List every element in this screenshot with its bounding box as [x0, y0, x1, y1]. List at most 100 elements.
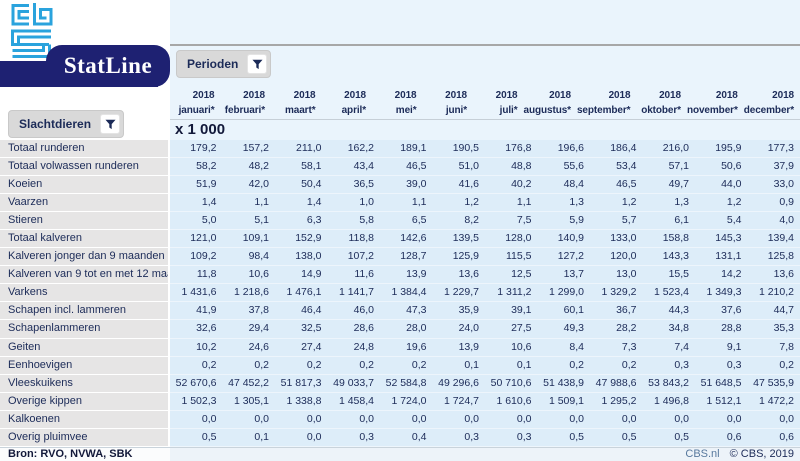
table-cell: 51 438,9 [537, 374, 590, 393]
table-cell: 41,9 [170, 302, 223, 321]
cbs-site-link[interactable]: CBS.nl [685, 448, 720, 460]
table-cell: 0,2 [222, 356, 275, 375]
table-cell: 47 988,6 [590, 374, 643, 393]
table-cell: 1 472,2 [747, 392, 800, 411]
table-cell: 5,8 [327, 212, 380, 231]
table-cell: 10,6 [222, 266, 275, 285]
table-cell: 0,1 [222, 428, 275, 447]
table-cell: 0,2 [380, 356, 433, 375]
table-cell: 0,2 [327, 356, 380, 375]
table-cell: 1 523,4 [642, 284, 695, 303]
table-cell: 125,8 [747, 248, 800, 267]
table-cell: 39,0 [380, 176, 433, 195]
table-cell: 52 670,6 [170, 374, 223, 393]
table-cell: 1 384,4 [380, 284, 433, 303]
filter-funnel-icon [252, 59, 263, 69]
table-cell: 1 724,7 [432, 392, 485, 411]
row-label: Varkens [0, 284, 170, 303]
table-cell: 51,9 [170, 176, 223, 195]
table-cell: 51 817,3 [275, 374, 328, 393]
unit-label: x 1 000 [175, 121, 226, 138]
table-cell: 5,4 [695, 212, 748, 231]
row-label: Koeien [0, 176, 170, 195]
table-cell: 1,1 [485, 194, 538, 213]
column-header-april: 2018 april* [341, 90, 367, 116]
slachtdieren-filter-iconbox[interactable] [100, 114, 121, 134]
cbs-logo-icon [11, 3, 53, 58]
table-cell: 13,6 [747, 266, 800, 285]
table-cell: 37,9 [747, 158, 800, 177]
table-cell: 143,3 [642, 248, 695, 267]
perioden-label: Perioden [187, 57, 239, 71]
column-header-maart: 2018 maart* [284, 90, 316, 116]
table-cell: 1 210,2 [747, 284, 800, 303]
table-cell: 34,8 [642, 320, 695, 339]
table-cell: 46,5 [380, 158, 433, 177]
table-cell: 24,6 [222, 338, 275, 357]
column-header-rule [170, 119, 800, 120]
table-cell: 1 476,1 [275, 284, 328, 303]
table-cell: 8,2 [432, 212, 485, 231]
table-cell: 98,4 [222, 248, 275, 267]
copyright-text: © CBS, 2019 [729, 448, 794, 460]
perioden-filter-button[interactable]: Perioden [176, 50, 272, 78]
table-cell: 48,8 [485, 158, 538, 177]
row-label: Totaal kalveren [0, 230, 170, 249]
table-cell: 0,2 [747, 356, 800, 375]
table-cell: 138,0 [275, 248, 328, 267]
table-cell: 1 311,2 [485, 284, 538, 303]
table-cell: 0,0 [590, 410, 643, 429]
table-cell: 125,9 [432, 248, 485, 267]
table-cell: 118,8 [327, 230, 380, 249]
row-label: Totaal runderen [0, 140, 170, 159]
table-cell: 6,3 [275, 212, 328, 231]
table-cell: 1 724,0 [380, 392, 433, 411]
table-cell: 1 512,1 [695, 392, 748, 411]
table-cell: 14,2 [695, 266, 748, 285]
table-cell: 1 458,4 [327, 392, 380, 411]
row-label: Stieren [0, 212, 170, 231]
table-cell: 142,6 [380, 230, 433, 249]
table-cell: 0,0 [695, 410, 748, 429]
table-cell: 0,3 [642, 356, 695, 375]
slachtdieren-filter-button[interactable]: Slachtdieren [8, 110, 125, 138]
table-cell: 37,8 [222, 302, 275, 321]
column-headers: 2018 januari* 2018 februari* 2018 maart* 2018 a… [170, 88, 800, 118]
column-header-augustus: 2018 augustus* [523, 90, 572, 116]
perioden-filter-iconbox[interactable] [247, 54, 268, 74]
table-cell: 19,6 [380, 338, 433, 357]
table-cell: 216,0 [642, 140, 695, 159]
table-cell: 0,9 [747, 194, 800, 213]
table-cell: 49 033,7 [327, 374, 380, 393]
table-cell: 53,4 [590, 158, 643, 177]
footer-source-background [0, 448, 170, 461]
table-cell: 1 218,6 [222, 284, 275, 303]
table-cell: 7,8 [747, 338, 800, 357]
header-divider [170, 44, 800, 46]
table-cell: 1,0 [327, 194, 380, 213]
table-cell: 46,4 [275, 302, 328, 321]
table-cell: 1,3 [537, 194, 590, 213]
filter-funnel-icon [104, 119, 116, 129]
table-cell: 128,0 [485, 230, 538, 249]
table-cell: 1 141,7 [327, 284, 380, 303]
table-cell: 15,5 [642, 266, 695, 285]
table-cell: 0,5 [170, 428, 223, 447]
table-cell: 1,2 [432, 194, 485, 213]
table-cell: 139,5 [432, 230, 485, 249]
table-cell: 186,4 [590, 140, 643, 159]
column-header-juni: 2018 juni* [445, 90, 468, 116]
table-cell: 44,3 [642, 302, 695, 321]
table-cell: 47,3 [380, 302, 433, 321]
table-cell: 44,0 [695, 176, 748, 195]
table-cell: 139,4 [747, 230, 800, 249]
table-cell: 0,6 [747, 428, 800, 447]
table-cell: 0,2 [170, 356, 223, 375]
table-cell: 1,4 [275, 194, 328, 213]
table-cell: 1 431,6 [170, 284, 223, 303]
table-cell: 1,4 [170, 194, 223, 213]
table-cell: 196,6 [537, 140, 590, 159]
table-cell: 35,9 [432, 302, 485, 321]
table-cell: 28,6 [327, 320, 380, 339]
